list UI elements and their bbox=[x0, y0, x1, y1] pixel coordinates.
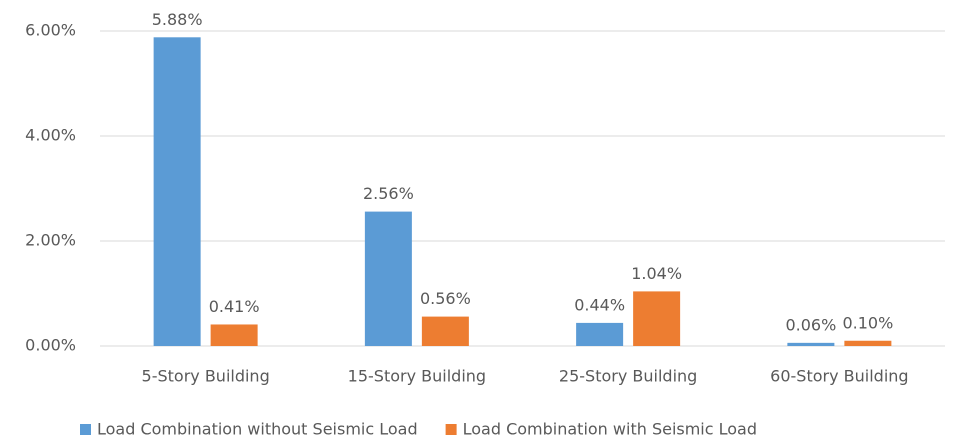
bar bbox=[787, 342, 835, 346]
legend-label: Load Combination with Seismic Load bbox=[463, 420, 757, 439]
x-tick-label: 60-Story Building bbox=[770, 367, 908, 386]
data-label: 5.88% bbox=[152, 10, 203, 29]
bar bbox=[364, 211, 412, 346]
bar bbox=[633, 291, 681, 346]
y-tick-label: 0.00% bbox=[25, 336, 76, 355]
bar bbox=[576, 322, 624, 346]
data-label: 0.10% bbox=[842, 313, 893, 332]
bar bbox=[153, 37, 201, 347]
bar bbox=[844, 340, 892, 346]
y-tick-label: 6.00% bbox=[25, 21, 76, 40]
data-label: 0.41% bbox=[209, 297, 260, 316]
data-label: 1.04% bbox=[631, 264, 682, 283]
legend-swatch bbox=[445, 424, 457, 435]
bar bbox=[210, 324, 258, 346]
x-tick-label: 15-Story Building bbox=[348, 367, 486, 386]
y-tick-label: 4.00% bbox=[25, 126, 76, 145]
data-label: 0.44% bbox=[574, 295, 625, 314]
data-label: 0.06% bbox=[785, 315, 836, 334]
y-tick-label: 2.00% bbox=[25, 231, 76, 250]
data-label: 2.56% bbox=[363, 184, 414, 203]
data-label: 0.56% bbox=[420, 289, 471, 308]
bar bbox=[421, 316, 469, 346]
x-tick-label: 5-Story Building bbox=[142, 367, 270, 386]
legend-swatch bbox=[80, 424, 91, 435]
x-tick-label: 25-Story Building bbox=[559, 367, 697, 386]
legend-label: Load Combination without Seismic Load bbox=[97, 420, 418, 439]
